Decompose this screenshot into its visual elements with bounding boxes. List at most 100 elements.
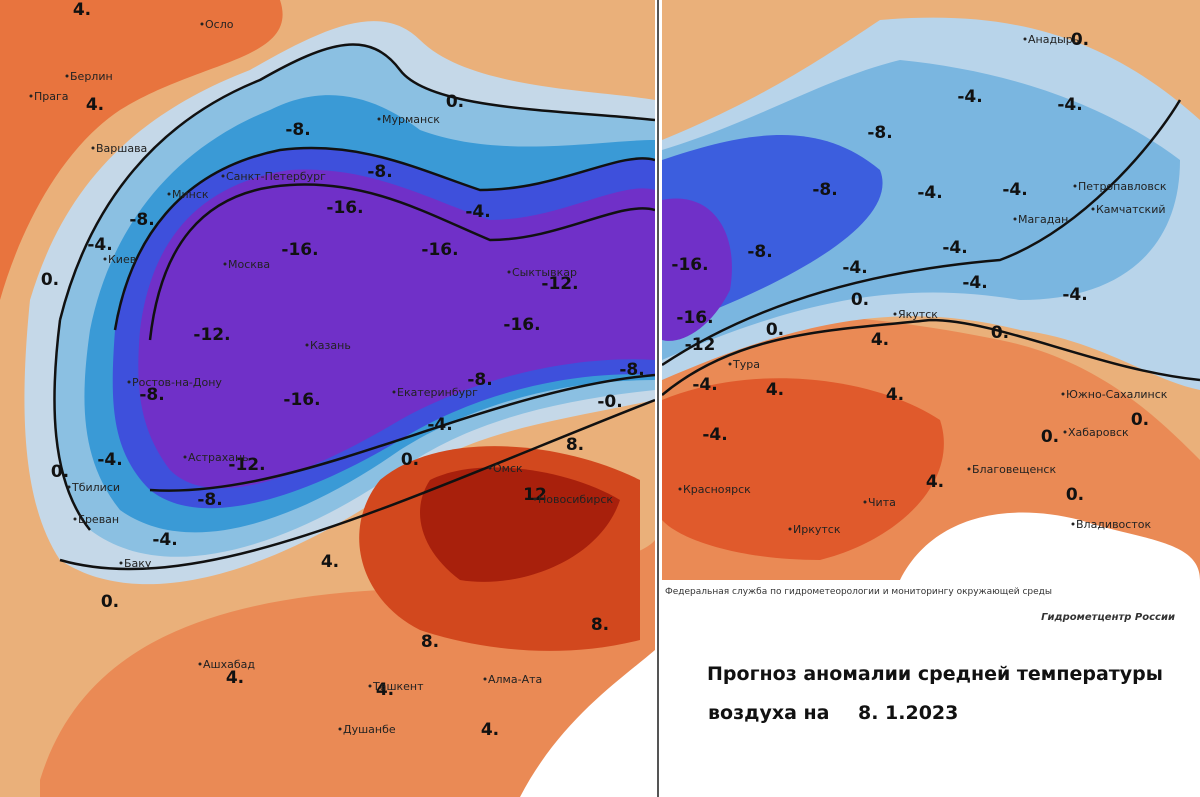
city-dot: [221, 174, 225, 178]
contour-label: -16.: [326, 198, 363, 218]
contour-label: 0.: [991, 323, 1009, 343]
contour-label: -12.: [193, 325, 230, 345]
contour-label: 12: [523, 485, 547, 505]
city-name: Камчатский: [1096, 203, 1166, 216]
city-dot: [1063, 430, 1067, 434]
city-dot: [1071, 522, 1075, 526]
contour-label: -0.: [597, 392, 622, 412]
city-dot: [863, 500, 867, 504]
contour-label: -4.: [427, 415, 452, 435]
contour-label: -16.: [676, 308, 713, 328]
city-name: Магадан: [1018, 213, 1068, 226]
city-dot: [127, 380, 131, 384]
city-name: Санкт-Петербург: [226, 170, 326, 183]
city-dot: [728, 362, 732, 366]
center-text: Гидрометцентр России: [1041, 612, 1175, 623]
city-dot: [67, 485, 71, 489]
contour-label: 4.: [86, 95, 104, 115]
contour-label: -16.: [283, 390, 320, 410]
city-dot: [1013, 217, 1017, 221]
contour-label: -8.: [367, 162, 392, 182]
contour-label: -4.: [1057, 95, 1082, 115]
city-name: Ереван: [78, 513, 119, 526]
contour-label: -12: [685, 335, 716, 355]
city-name: Москва: [228, 258, 270, 271]
city-dot: [223, 262, 227, 266]
contour-label: -16.: [503, 315, 540, 335]
city-dot: [183, 455, 187, 459]
agency-text: Федеральная служба по гидрометеорологии …: [665, 587, 1052, 597]
contour-label: 4.: [926, 472, 944, 492]
contour-label: -4.: [702, 425, 727, 445]
city-dot: [1091, 207, 1095, 211]
contour-label: -8.: [619, 360, 644, 380]
city-dot: [377, 117, 381, 121]
contour-label: -4.: [465, 202, 490, 222]
city-dot: [338, 727, 342, 731]
contour-label: 0.: [401, 450, 419, 470]
city-name: Ташкент: [372, 680, 424, 693]
city-name: Благовещенск: [972, 463, 1056, 476]
contour-label: -8.: [129, 210, 154, 230]
left-map: [0, 0, 655, 797]
contour-label: -12.: [541, 274, 578, 294]
city-name: Берлин: [70, 70, 113, 83]
city-name: Ростов-на-Дону: [132, 376, 222, 389]
contour-label: 0.: [851, 290, 869, 310]
city-name: Чита: [868, 496, 896, 509]
contour-label: 4.: [226, 668, 244, 688]
contour-label: -12.: [228, 455, 265, 475]
contour-label: -4.: [1062, 285, 1087, 305]
contour-label: 4.: [871, 330, 889, 350]
city-name: Прага: [34, 90, 69, 103]
contour-label: -4.: [1002, 180, 1027, 200]
city-dot: [200, 22, 204, 26]
city-dot: [368, 684, 372, 688]
contour-label: 8.: [421, 632, 439, 652]
city-name: Тура: [732, 358, 760, 371]
city-name: Ашхабад: [203, 658, 255, 671]
contour-label: -8.: [139, 385, 164, 405]
city-dot: [678, 487, 682, 491]
contour-label: 0.: [1071, 30, 1089, 50]
city-dot: [507, 270, 511, 274]
contour-label: 4.: [376, 680, 394, 700]
city-name: Алма-Ата: [488, 673, 542, 686]
contour-label: 0.: [51, 462, 69, 482]
city-dot: [392, 390, 396, 394]
contour-label: 4.: [766, 380, 784, 400]
contour-label: -4.: [917, 183, 942, 203]
city-dot: [305, 343, 309, 347]
title-line2: воздуха на: [708, 702, 830, 724]
city-name: Астрахань: [188, 451, 249, 464]
contour-label: -8.: [197, 490, 222, 510]
city-name: Омск: [493, 462, 523, 475]
city-name: Красноярск: [683, 483, 751, 496]
city-name: Сыктывкар: [512, 266, 577, 279]
city-name: Владивосток: [1076, 518, 1151, 531]
city-dot: [1023, 37, 1027, 41]
right-map: [662, 0, 1200, 580]
city-name: Душанбе: [343, 723, 396, 736]
city-name: Южно-Сахалинск: [1066, 388, 1168, 401]
contour-label: 0.: [1066, 485, 1084, 505]
contour-label: 4.: [321, 552, 339, 572]
city-dot: [73, 517, 77, 521]
city-dot: [488, 466, 492, 470]
contour-label: -16.: [421, 240, 458, 260]
contour-label: -4.: [87, 235, 112, 255]
city-dot: [29, 94, 33, 98]
city-name: Мурманск: [382, 113, 440, 126]
city-name: Якутск: [898, 308, 938, 321]
city-dot: [91, 146, 95, 150]
contour-label: 0.: [41, 270, 59, 290]
city-name: Петропавловск: [1078, 180, 1167, 193]
contour-label: 4.: [73, 0, 91, 20]
contour-label: 0.: [1131, 410, 1149, 430]
contour-label: -4.: [97, 450, 122, 470]
city-dot: [103, 257, 107, 261]
contour-label: 8.: [566, 435, 584, 455]
contour-label: -4.: [957, 87, 982, 107]
city-name: Баку: [124, 557, 152, 570]
